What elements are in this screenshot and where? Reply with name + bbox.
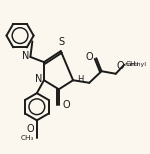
Text: CH₃: CH₃	[125, 61, 139, 67]
Text: CH₃: CH₃	[20, 135, 34, 141]
Text: O: O	[116, 61, 124, 71]
Text: N: N	[35, 74, 42, 84]
Text: O: O	[86, 52, 93, 62]
Text: O: O	[62, 100, 70, 110]
Text: N: N	[22, 51, 30, 61]
Text: methyl: methyl	[125, 62, 147, 67]
Text: S: S	[58, 37, 64, 47]
Text: O: O	[26, 124, 34, 134]
Text: H: H	[77, 75, 83, 84]
